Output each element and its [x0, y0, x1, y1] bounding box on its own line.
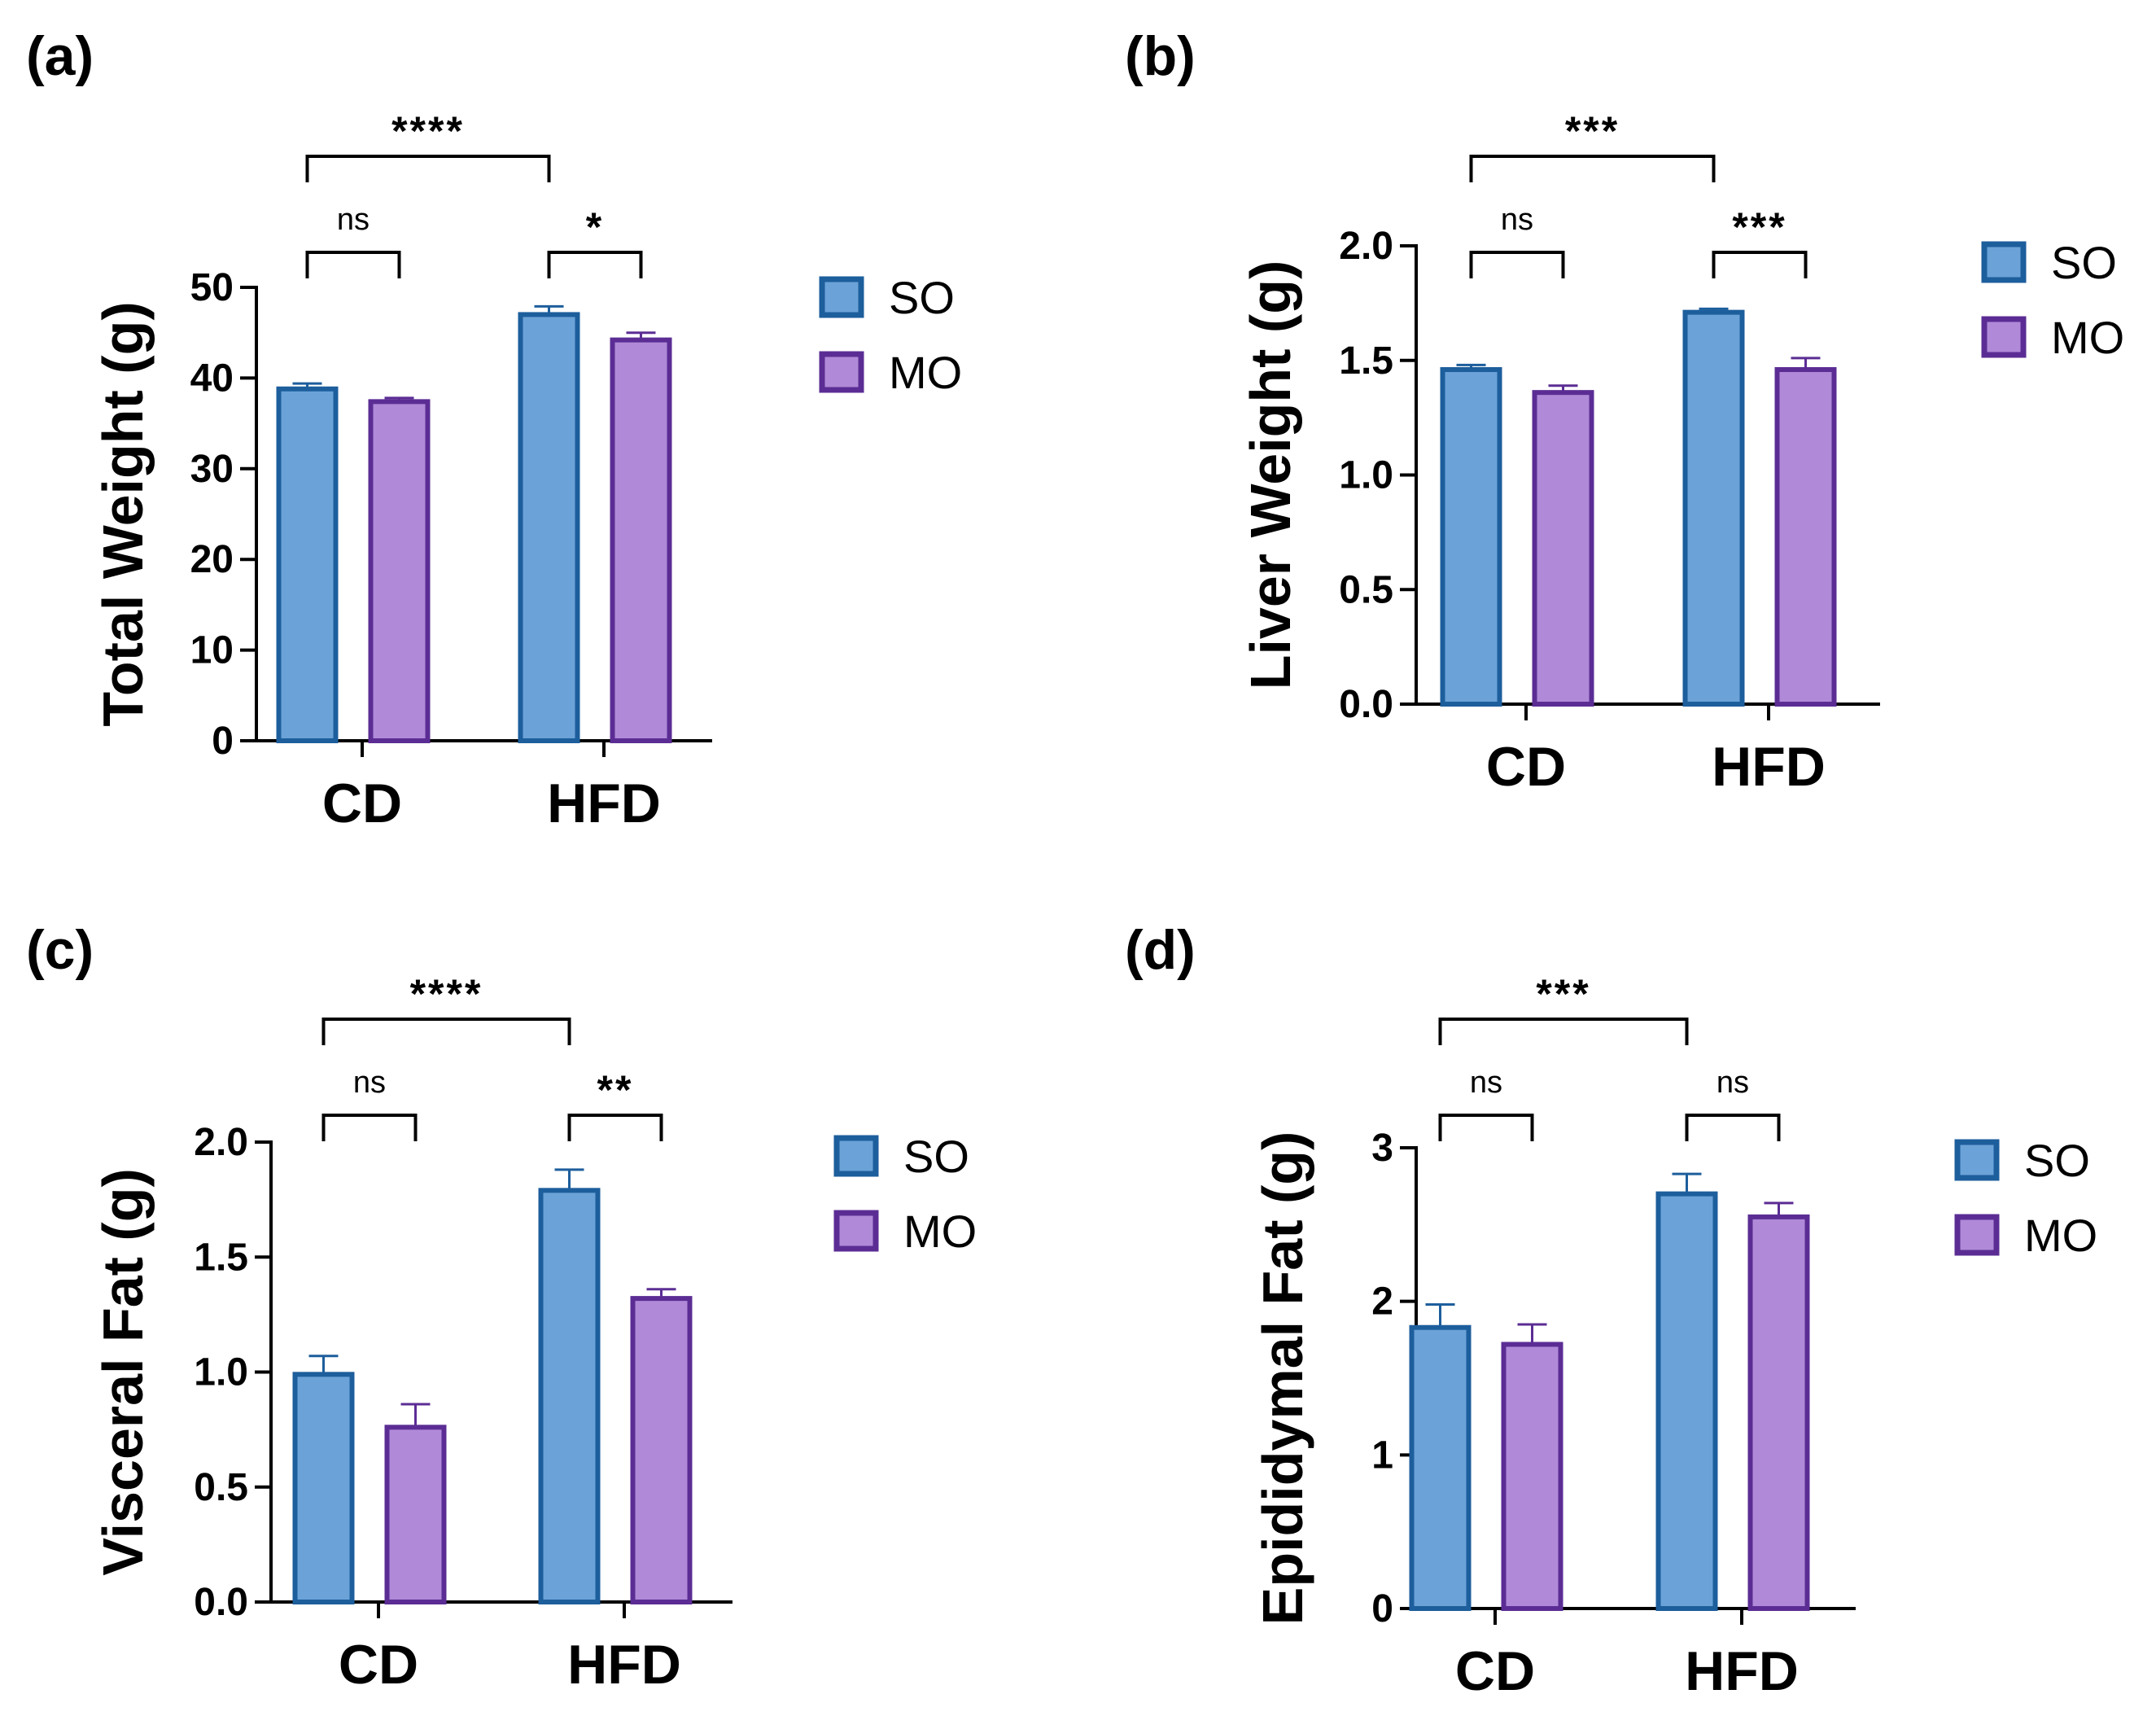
- significance-label: ns: [1716, 1066, 1749, 1100]
- x-tick-label: HFD: [1712, 736, 1826, 798]
- significance-label: ****: [410, 971, 483, 1017]
- x-tick-label: CD: [339, 1634, 418, 1696]
- y-tick-label: 2.0: [1339, 225, 1393, 268]
- legend-swatch-MO: [833, 1210, 879, 1252]
- bar-SO-CD: [276, 386, 339, 743]
- significance-label: *: [586, 204, 604, 250]
- x-tick-label: HFD: [567, 1634, 681, 1696]
- y-tick-label: 10: [190, 629, 234, 672]
- y-axis-title: Liver Weight (g): [1239, 260, 1302, 690]
- y-tick-label: 0.5: [1339, 568, 1393, 611]
- legend-swatch-SO: [1954, 1139, 2000, 1181]
- y-tick-label: 3: [1371, 1127, 1393, 1170]
- panel-c: (c) Visceral Fat (g) 0.0 0.5 1.0 1.5 2.0 CD HFD *…: [26, 919, 977, 1696]
- legend-label: MO: [889, 347, 962, 398]
- x-tick-label: CD: [322, 773, 402, 834]
- bar-SO-CD: [1440, 367, 1502, 707]
- significance-label: ns: [337, 203, 370, 237]
- legend-label: SO: [2051, 237, 2117, 288]
- bar-MO-CD: [384, 1425, 447, 1605]
- legend-swatch-SO: [833, 1135, 879, 1177]
- x-tick-label: HFD: [1685, 1640, 1799, 1702]
- significance-label: **: [597, 1067, 634, 1113]
- legend-swatch-SO: [819, 276, 864, 318]
- bar-MO-CD: [1532, 390, 1594, 707]
- legend-label: SO: [903, 1131, 969, 1182]
- bar-SO-CD: [292, 1372, 355, 1604]
- significance-label: ns: [1470, 1066, 1502, 1100]
- legend-swatch-MO: [1954, 1214, 2000, 1256]
- significance-bracket: [321, 1018, 571, 1045]
- panel-label: (d): [1125, 919, 1196, 981]
- significance-bracket: [1469, 251, 1565, 278]
- x-tick-label: HFD: [547, 773, 661, 834]
- x-tick-label: CD: [1455, 1640, 1535, 1702]
- x-tick-label: CD: [1486, 736, 1566, 798]
- y-tick-label: 0.0: [1339, 683, 1393, 726]
- legend-label: SO: [889, 272, 955, 323]
- significance-bracket: [1469, 155, 1716, 182]
- bar-MO-HFD: [1747, 1214, 1810, 1612]
- bar-MO-CD: [1501, 1342, 1563, 1611]
- y-tick-label: 0.5: [194, 1466, 248, 1509]
- bar-SO-CD: [1409, 1324, 1472, 1611]
- y-tick-label: 0.0: [194, 1581, 248, 1624]
- bar-SO-HFD: [1682, 309, 1745, 707]
- panel-b: (b) Liver Weight (g) 0.0 0.5 1.0 1.5 2.0 CD HFD *…: [1125, 25, 2124, 798]
- bar-MO-HFD: [1774, 367, 1837, 707]
- panel-label: (b): [1125, 25, 1196, 87]
- legend-label: MO: [903, 1206, 977, 1257]
- significance-bracket: [1685, 1114, 1781, 1141]
- y-tick-label: 1.5: [194, 1236, 248, 1279]
- y-axis-title: Visceral Fat (g): [91, 1168, 155, 1576]
- legend-swatch-MO: [819, 351, 864, 393]
- y-tick-label: 0: [212, 720, 234, 763]
- y-tick-label: 1.0: [1339, 454, 1393, 497]
- y-tick-label: 1: [1371, 1434, 1393, 1477]
- bar-SO-HFD: [518, 312, 580, 744]
- panel-label: (a): [26, 25, 94, 87]
- significance-bracket: [321, 1114, 418, 1141]
- bar-MO-HFD: [630, 1296, 693, 1604]
- significance-label: ***: [1732, 204, 1786, 250]
- significance-bracket: [1438, 1114, 1534, 1141]
- bar-SO-HFD: [1655, 1191, 1718, 1611]
- legend-swatch-MO: [1981, 316, 2027, 358]
- bar-MO-HFD: [610, 337, 672, 743]
- significance-label: ns: [1501, 203, 1533, 237]
- y-tick-label: 2.0: [194, 1121, 248, 1164]
- significance-label: ***: [1565, 108, 1620, 154]
- legend-label: MO: [2051, 312, 2124, 363]
- significance-label: ***: [1536, 971, 1590, 1017]
- legend-label: MO: [2024, 1210, 2097, 1261]
- y-tick-label: 50: [190, 266, 234, 309]
- y-tick-label: 30: [190, 448, 234, 491]
- panel-d: (d) Epididymal Fat (g) 0 1 2 3 CD HFD *** ns ns SO M…: [1125, 919, 2097, 1702]
- bar-MO-CD: [368, 399, 431, 743]
- significance-bracket: [1712, 251, 1808, 278]
- panel-a: (a) Total Weight (g) 0 10 20 30 40 50 CD HFD **** n…: [26, 25, 962, 834]
- significance-bracket: [547, 251, 643, 278]
- y-axis-title: Total Weight (g): [91, 301, 155, 726]
- panel-label: (c): [26, 919, 94, 981]
- significance-label: ns: [353, 1066, 386, 1100]
- y-tick-label: 40: [190, 357, 234, 400]
- y-tick-label: 1.0: [194, 1351, 248, 1394]
- y-tick-label: 20: [190, 538, 234, 581]
- bar-SO-HFD: [538, 1188, 601, 1604]
- y-axis-title: Epididymal Fat (g): [1251, 1132, 1314, 1626]
- significance-bracket: [567, 1114, 663, 1141]
- significance-label: ****: [391, 108, 465, 154]
- significance-bracket: [305, 251, 401, 278]
- significance-bracket: [1438, 1018, 1689, 1045]
- legend-label: SO: [2024, 1135, 2090, 1186]
- y-tick-label: 1.5: [1339, 339, 1393, 383]
- y-tick-label: 0: [1371, 1587, 1393, 1631]
- legend-swatch-SO: [1981, 241, 2027, 283]
- y-tick-label: 2: [1371, 1280, 1393, 1324]
- significance-bracket: [305, 155, 551, 182]
